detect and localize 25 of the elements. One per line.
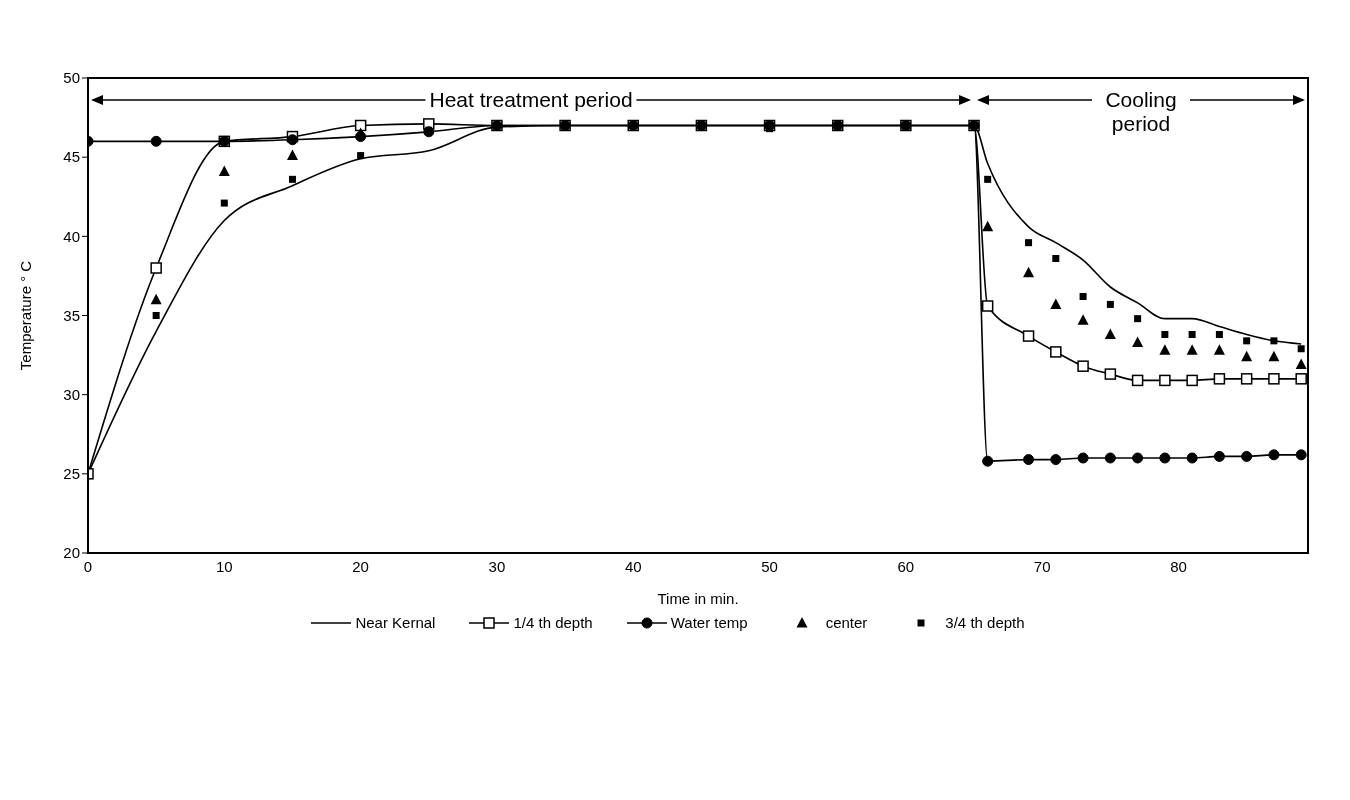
x-tick-label: 20 — [352, 557, 369, 575]
legend-label: center — [825, 614, 868, 631]
y-tick-label: 20 — [63, 544, 80, 562]
y-tick-label: 35 — [63, 306, 80, 324]
legend-label: 3/4 th depth — [945, 614, 1025, 631]
annotation: Cooling period — [1092, 88, 1191, 136]
legend-label: Water temp — [670, 614, 748, 631]
x-tick-label: 50 — [761, 557, 778, 575]
x-tick-label: 40 — [624, 557, 642, 575]
y-axis-title: Temperature ° C — [17, 260, 35, 371]
x-tick-label: 0 — [83, 557, 93, 575]
annotation: Heat treatment period — [425, 88, 637, 112]
y-tick-label: 30 — [63, 385, 80, 403]
x-tick-label: 80 — [1170, 557, 1187, 575]
y-tick-label: 50 — [63, 69, 80, 87]
legend-label: 1/4 th depth — [513, 614, 593, 631]
x-tick-label: 10 — [215, 557, 233, 575]
y-tick-label: 40 — [63, 227, 80, 245]
y-tick-label: 25 — [63, 465, 80, 483]
x-tick-label: 30 — [488, 557, 506, 575]
x-tick-label: 70 — [1033, 557, 1051, 575]
legend-label: Near Kernal — [355, 614, 436, 631]
x-tick-label: 60 — [897, 557, 915, 575]
x-axis-title: Time in min. — [657, 590, 739, 607]
y-tick-label: 45 — [63, 148, 80, 166]
